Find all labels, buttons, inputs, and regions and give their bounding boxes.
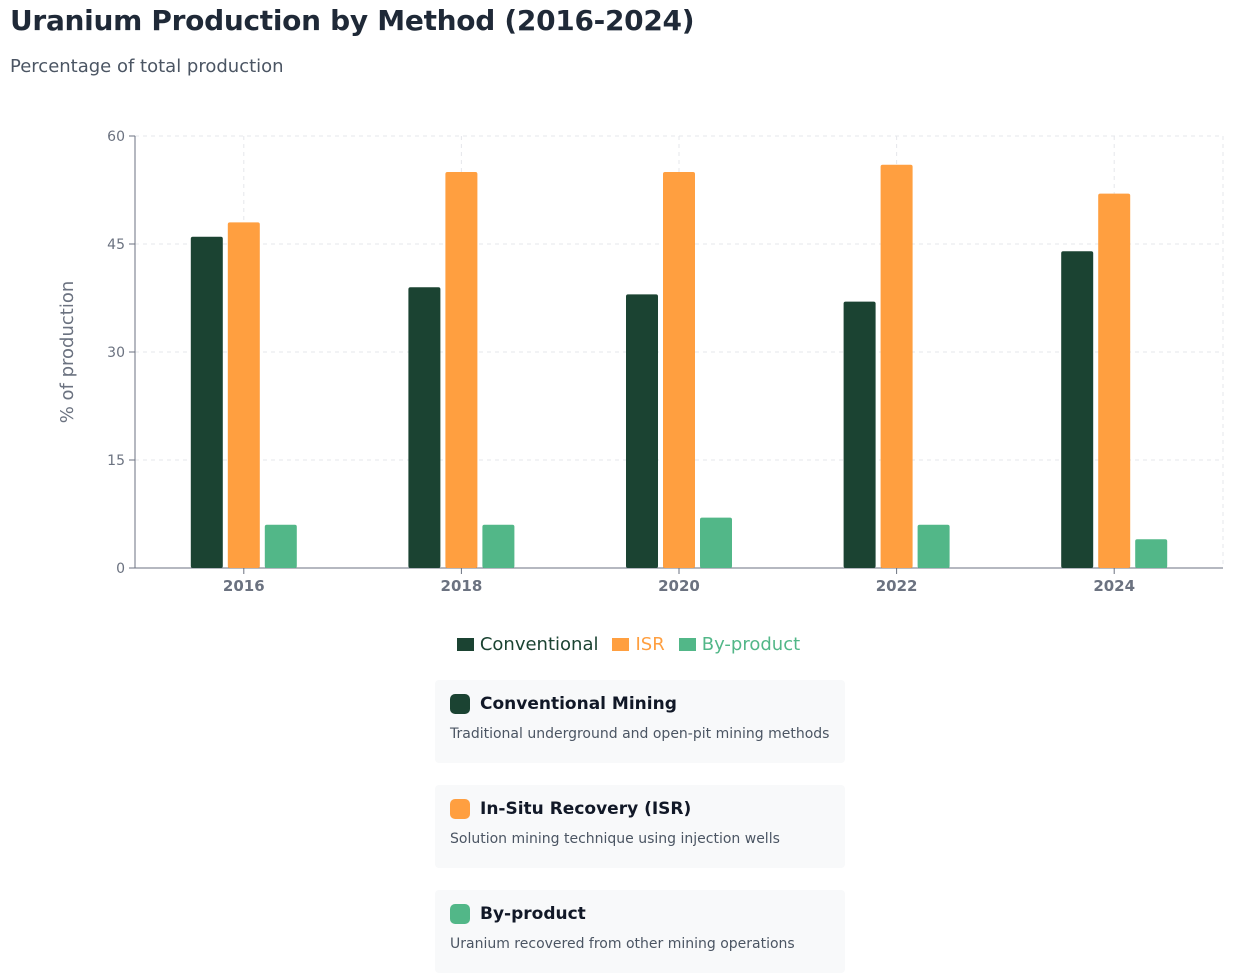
x-tick-label: 2020 xyxy=(658,577,700,595)
method-card-conventional: Conventional Mining Traditional undergro… xyxy=(435,680,845,763)
x-tick-label: 2018 xyxy=(441,577,483,595)
bar-isr-2020 xyxy=(663,172,695,568)
bar-byproduct-2024 xyxy=(1135,539,1168,568)
bar-byproduct-2022 xyxy=(917,524,950,568)
y-tick-label: 30 xyxy=(107,345,125,361)
chart-legend: Conventional ISR By-product xyxy=(0,634,1257,655)
method-card-byproduct: By-product Uranium recovered from other … xyxy=(435,890,845,973)
bar-chart: 0 15 30 45 60 2016 2018 2020 2022 2024 % of produ… xyxy=(57,129,1224,595)
y-tick-label: 45 xyxy=(107,237,125,253)
legend-label-byproduct: By-product xyxy=(701,634,801,655)
legend-swatch-isr xyxy=(612,638,630,651)
card-description-byproduct: Uranium recovered from other mining oper… xyxy=(450,936,795,952)
bar-conventional-2018 xyxy=(408,287,441,568)
x-tick-label: 2022 xyxy=(876,577,918,595)
bar-isr-2024 xyxy=(1098,193,1131,568)
method-card-isr: In-Situ Recovery (ISR) Solution mining t… xyxy=(435,785,845,868)
legend-label-conventional: Conventional xyxy=(479,634,599,655)
bar-conventional-2016 xyxy=(190,236,223,569)
y-tick-label: 15 xyxy=(107,453,125,469)
bar-conventional-2024 xyxy=(1061,251,1094,568)
card-title-conventional: Conventional Mining xyxy=(480,694,677,714)
x-tick-label: 2024 xyxy=(1093,577,1135,595)
legend-swatch-byproduct xyxy=(678,638,696,651)
legend-item-isr[interactable]: ISR xyxy=(612,634,665,655)
chart-title: Uranium Production by Method (2016-2024) xyxy=(10,4,695,37)
card-title-byproduct: By-product xyxy=(480,904,586,924)
axes: 0 15 30 45 60 2016 2018 2020 2022 2024 xyxy=(107,129,1223,595)
card-description-isr: Solution mining technique using injectio… xyxy=(450,831,780,847)
bar-byproduct-2018 xyxy=(482,524,515,568)
card-swatch-conventional xyxy=(450,694,470,714)
bar-byproduct-2020 xyxy=(700,517,732,568)
card-swatch-isr xyxy=(450,799,470,819)
legend-swatch-conventional xyxy=(456,638,474,651)
bar-isr-2022 xyxy=(880,164,913,569)
bars xyxy=(190,164,1168,569)
bar-byproduct-2016 xyxy=(264,524,297,568)
chart-subtitle: Percentage of total production xyxy=(10,56,284,77)
card-description-conventional: Traditional underground and open-pit min… xyxy=(450,726,830,742)
card-swatch-byproduct xyxy=(450,904,470,924)
legend-label-isr: ISR xyxy=(635,634,665,655)
bar-isr-2018 xyxy=(445,172,478,568)
bar-conventional-2022 xyxy=(843,301,876,568)
card-title-isr: In-Situ Recovery (ISR) xyxy=(480,799,692,819)
bar-isr-2016 xyxy=(227,222,260,568)
y-axis-label: % of production xyxy=(57,281,78,424)
y-tick-label: 60 xyxy=(107,129,125,145)
y-tick-label: 0 xyxy=(116,561,125,577)
x-tick-label: 2016 xyxy=(223,577,265,595)
bar-conventional-2020 xyxy=(626,294,658,568)
legend-item-conventional[interactable]: Conventional xyxy=(456,634,599,655)
legend-item-byproduct[interactable]: By-product xyxy=(678,634,801,655)
